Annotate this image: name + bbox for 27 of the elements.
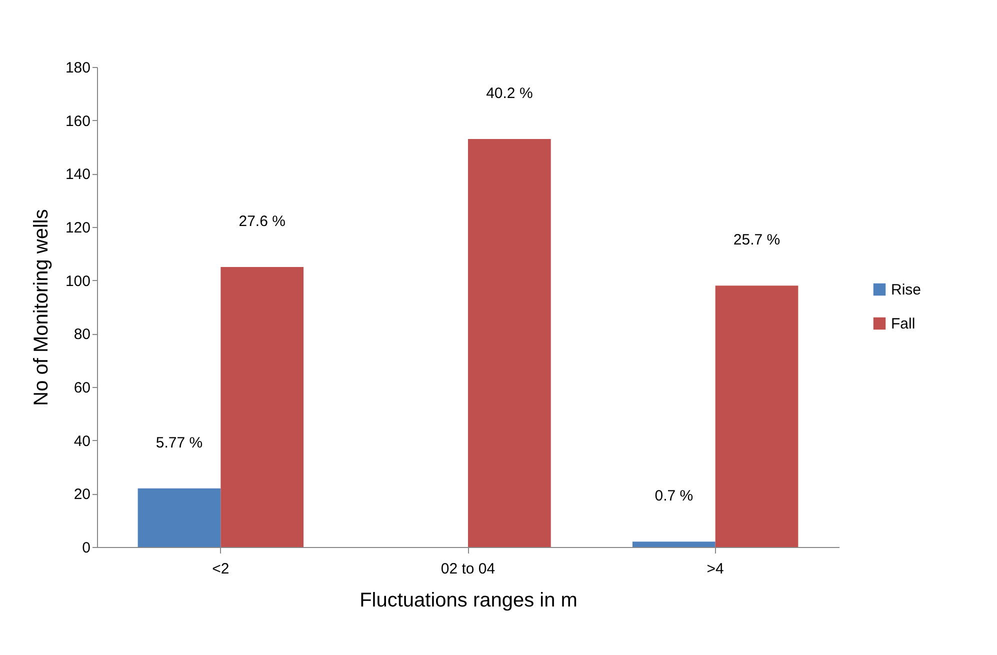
bar [138,488,221,547]
y-tick-label: 120 [65,220,90,236]
y-axis-title: No of Monitoring wells [30,209,52,406]
annotation: 0.7 % [654,488,694,505]
bar [632,542,716,547]
y-tick-label: 100 [65,272,90,290]
y-tick-label: 140 [65,166,90,184]
annotation: 25.7 % [733,232,780,249]
x-tick-label: >4 [706,560,724,578]
legend-label: Fall [891,316,916,332]
y-tick-label: 20 [74,486,90,504]
y-tick-label: 0 [82,540,90,556]
x-tick-label: 02 to 04 [440,560,496,578]
y-tick-label: 60 [74,380,90,396]
y-tick-label: 180 [65,60,90,76]
y-tick-label: 40 [74,432,90,450]
bar [468,139,551,547]
y-tick-label: 80 [74,326,90,344]
bar [220,267,304,547]
annotation: 5.77 % [156,434,203,452]
x-axis-title: Fluctuations ranges in m [360,590,578,612]
annotation: 27.6 % [238,213,286,230]
x-tick-label: <2 [212,560,230,578]
annotation: 40.2 % [486,85,533,102]
legend-label: Rise [891,282,922,298]
y-tick-label: 160 [65,112,90,130]
bar [715,286,798,547]
